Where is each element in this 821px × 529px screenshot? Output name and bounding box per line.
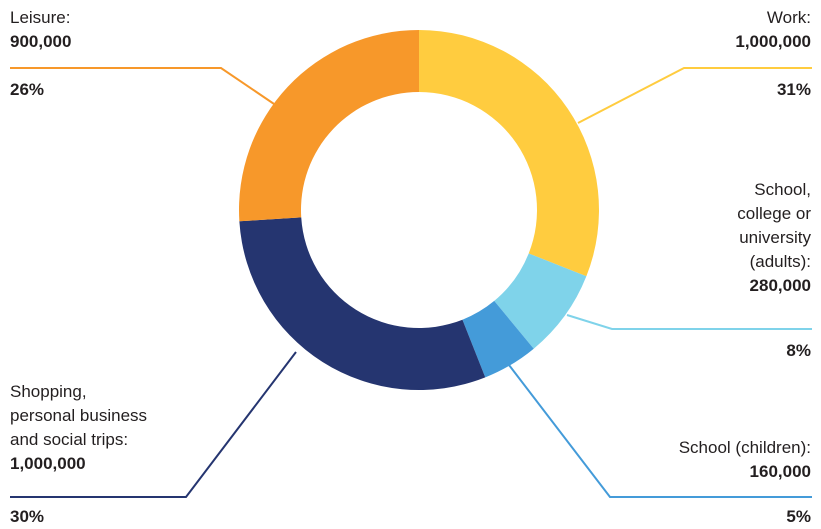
leader-shopping xyxy=(10,351,297,498)
leader-work xyxy=(577,67,812,124)
label-school-children-percent: 5% xyxy=(786,507,811,526)
label-adult-education-line-3: university xyxy=(739,228,811,247)
label-shopping-percent: 30% xyxy=(10,507,45,526)
label-school-children: School (children): 160,000 xyxy=(679,436,811,484)
label-shopping: Shopping, personal business and social t… xyxy=(10,380,147,476)
label-shopping-line-1: Shopping, xyxy=(10,382,87,401)
label-adult-education-line-4: (adults): xyxy=(749,252,811,271)
label-adult-education-value: 280,000 xyxy=(749,276,811,295)
label-work-category: Work: xyxy=(766,8,811,27)
label-work-value: 1,000,000 xyxy=(735,32,811,51)
leader-adult-education xyxy=(566,314,812,330)
label-leisure: Leisure: 900,000 xyxy=(10,6,71,54)
label-shopping-line-3: and social trips: xyxy=(10,430,129,449)
label-leisure-value: 900,000 xyxy=(10,32,72,51)
slice-adult-education xyxy=(494,253,587,349)
label-leisure-percent: 26% xyxy=(10,80,45,99)
label-work-percent: 31% xyxy=(776,80,811,99)
label-shopping-line-2: personal business xyxy=(10,406,148,425)
label-work: Work: 1,000,000 xyxy=(735,6,811,54)
leader-school-children xyxy=(508,364,812,498)
slice-school-children xyxy=(462,300,534,378)
label-adult-education-line-2: college or xyxy=(737,204,811,223)
slice-leisure xyxy=(239,30,419,222)
label-shopping-value: 1,000,000 xyxy=(10,454,86,473)
label-adult-education-percent: 8% xyxy=(786,341,811,360)
slice-shopping xyxy=(239,217,486,390)
label-school-children-category: School (children): xyxy=(678,438,811,457)
label-school-children-value: 160,000 xyxy=(749,462,811,481)
leader-leisure xyxy=(10,67,278,107)
label-adult-education-line-1: School, xyxy=(754,180,811,199)
label-adult-education: School, college or university (adults): … xyxy=(737,178,811,298)
slice-work xyxy=(419,30,599,277)
label-leisure-category: Leisure: xyxy=(10,8,71,27)
